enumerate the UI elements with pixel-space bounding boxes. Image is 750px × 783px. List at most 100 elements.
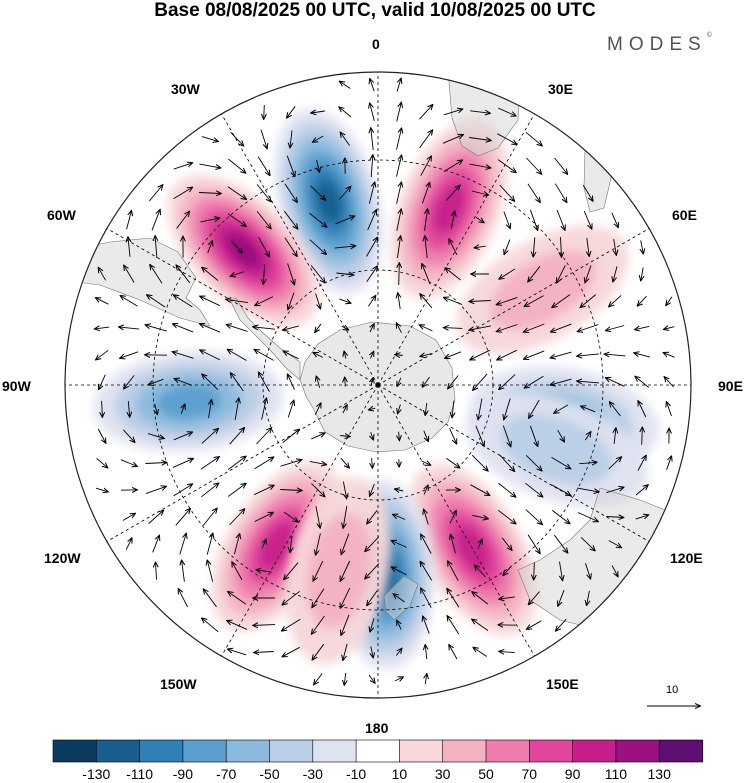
wind-arrow: [120, 296, 138, 307]
wind-arrow: [469, 138, 491, 141]
new-zealand-landmass: [383, 575, 419, 621]
wind-arrow: [200, 324, 221, 333]
wind-arrow: [396, 155, 402, 177]
wind-arrow: [309, 461, 326, 464]
wind-arrow: [449, 239, 458, 256]
wind-arrow: [178, 589, 189, 608]
wind-arrow: [152, 536, 160, 553]
map-disk: [65, 72, 691, 698]
wind-arrow: [447, 589, 460, 608]
colorbar-swatch: [182, 739, 227, 763]
wind-arrow: [226, 299, 248, 304]
wind-arrow: [97, 428, 105, 443]
wind-arrow: [202, 508, 217, 526]
wind-arrow: [264, 104, 265, 119]
meridian-line: [377, 228, 650, 386]
wind-arrow: [425, 402, 427, 415]
wind-arrow: [313, 353, 323, 358]
wind-arrow: [341, 614, 350, 635]
lon-label-120w: 120W: [44, 550, 81, 566]
colorbar-tick-label: -90: [172, 766, 194, 782]
wind-arrow: [287, 263, 295, 285]
wind-arrow: [119, 327, 140, 329]
wind-arrow: [557, 265, 566, 282]
wind-arrow: [478, 540, 482, 549]
wind-arrow: [396, 209, 401, 231]
colorbar-tick-label: 30: [434, 766, 451, 782]
wind-arrow: [529, 425, 537, 446]
wind-arrow: [423, 616, 430, 634]
colorbar-swatch: [528, 739, 574, 763]
wind-arrow: [200, 350, 221, 361]
wind-arrow: [642, 427, 643, 445]
wind-arrow: [309, 212, 326, 227]
wind-arrow: [201, 429, 218, 444]
wind-arrow: [419, 130, 433, 149]
wind-arrow: [371, 432, 374, 439]
anomaly-negative-0: [274, 108, 383, 295]
wind-arrow: [396, 103, 402, 122]
wind-arrow: [343, 506, 348, 528]
wind-arrow: [173, 163, 193, 170]
wind-arrow: [395, 649, 401, 656]
wind-arrow: [371, 646, 373, 657]
wind-arrow: [173, 352, 194, 359]
wind-arrow: [664, 327, 675, 330]
wind-arrow: [172, 459, 193, 468]
wind-arrow: [313, 560, 324, 581]
wind-arrow: [315, 293, 321, 309]
wind-arrow: [557, 429, 565, 442]
wind-arrow: [290, 130, 292, 147]
wind-arrow: [282, 429, 299, 443]
colorbar-swatch: [615, 739, 660, 763]
wind-arrow: [398, 236, 401, 258]
wind-arrow: [504, 239, 511, 255]
colorbar-tick-label: -10: [345, 766, 367, 782]
wind-arrow: [368, 674, 375, 683]
wind-arrow: [499, 184, 515, 201]
wind-arrow: [256, 570, 272, 572]
wind-arrow: [614, 428, 616, 444]
anomaly-positive-3: [456, 225, 629, 355]
wind-arrow: [611, 212, 618, 228]
wind-arrow: [371, 155, 373, 178]
wind-arrow: [256, 428, 272, 445]
south-america-landmass: [65, 237, 211, 327]
meridian-line: [377, 384, 535, 657]
wind-arrow: [554, 183, 566, 203]
wind-arrow: [228, 592, 247, 605]
wind-arrow: [443, 160, 463, 173]
colorbar-tick-label: 70: [521, 766, 538, 782]
anomaly-contour: [500, 414, 613, 486]
wind-arrow: [611, 565, 618, 577]
south-pole-dot: [375, 382, 381, 388]
wind-arrow: [257, 156, 270, 176]
map-title: Base 08/08/2025 00 UTC, valid 10/08/2025…: [154, 0, 596, 21]
wind-arrow: [96, 457, 108, 467]
wind-arrow: [284, 237, 297, 256]
wind-arrow: [145, 486, 166, 495]
colorbar-swatch: [442, 739, 487, 763]
wind-arrow: [256, 184, 271, 201]
wind-arrow: [635, 515, 649, 520]
wind-arrow: [288, 292, 295, 310]
anomaly-contour: [489, 250, 596, 330]
meridian-line: [377, 384, 650, 542]
wind-arrow: [253, 327, 275, 329]
wind-arrow: [497, 159, 516, 173]
wind-arrow: [580, 537, 595, 550]
wind-arrow: [634, 353, 651, 358]
wind-arrow: [122, 514, 135, 521]
wind-arrow: [124, 375, 135, 388]
wind-arrow: [472, 619, 489, 631]
wind-arrow: [606, 325, 625, 331]
wind-arrow: [200, 457, 219, 470]
wind-arrow: [200, 296, 221, 307]
wind-arrow: [399, 431, 400, 441]
wind-arrow: [497, 324, 518, 332]
anomaly-layer: [93, 108, 660, 670]
wind-arrow: [370, 324, 374, 333]
lon-label-60w: 60W: [47, 207, 76, 223]
wind-arrow: [128, 237, 130, 257]
wind-arrow: [641, 240, 644, 253]
